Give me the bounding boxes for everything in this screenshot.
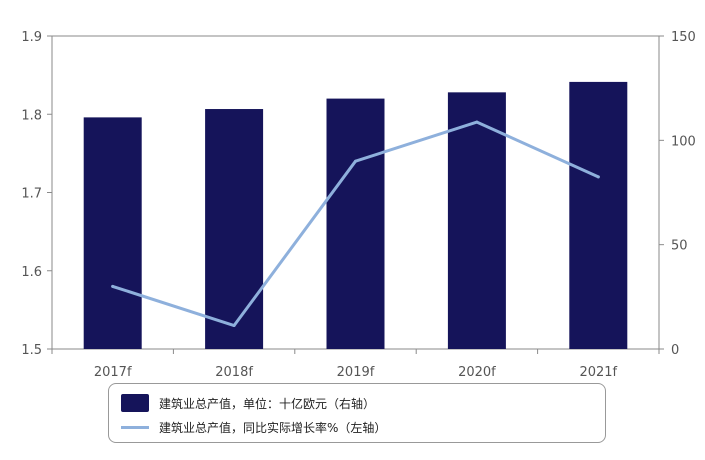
legend-line-swatch bbox=[121, 425, 149, 429]
x-tick-label-2019f: 2019f bbox=[337, 365, 375, 380]
bar-2021f bbox=[569, 81, 628, 349]
right-tick-label: 50 bbox=[671, 239, 688, 254]
legend-item-bar-series: 建筑业总产值，单位：十亿欧元（右轴） bbox=[121, 392, 375, 414]
right-tick-label: 0 bbox=[671, 343, 679, 358]
legend-label-line-series: 建筑业总产值，同比实际增长率%（左轴） bbox=[159, 420, 387, 435]
growth-point-2021f bbox=[596, 175, 600, 179]
left-tick-label: 1.7 bbox=[21, 187, 42, 202]
right-tick-label: 150 bbox=[671, 30, 696, 45]
bar-2017f bbox=[83, 117, 142, 349]
x-tick-label-2017f: 2017f bbox=[94, 365, 132, 380]
legend-bar-swatch bbox=[121, 394, 149, 412]
bar-2018f bbox=[205, 109, 264, 350]
growth-point-2018f bbox=[232, 324, 236, 328]
legend-item-line-series: 建筑业总产值，同比实际增长率%（左轴） bbox=[121, 416, 386, 438]
left-tick-label: 1.8 bbox=[21, 108, 42, 123]
bar-2019f bbox=[326, 98, 385, 349]
growth-point-2019f bbox=[354, 159, 357, 163]
left-tick-label: 1.9 bbox=[21, 30, 42, 45]
legend-label-bar-series: 建筑业总产值，单位：十亿欧元（右轴） bbox=[159, 396, 376, 411]
x-tick-label-2018f: 2018f bbox=[215, 365, 253, 380]
x-tick-label-2021f: 2021f bbox=[579, 365, 617, 380]
growth-point-2017f bbox=[111, 284, 115, 288]
x-tick-label-2020f: 2020f bbox=[458, 365, 496, 380]
left-tick-label: 1.5 bbox=[21, 343, 42, 358]
left-tick-label: 1.6 bbox=[21, 265, 42, 280]
bar-2020f bbox=[447, 92, 506, 349]
legend: 建筑业总产值，单位：十亿欧元（右轴） 建筑业总产值，同比实际增长率%（左轴） bbox=[108, 383, 606, 443]
right-tick-label: 100 bbox=[671, 134, 696, 149]
growth-point-2020f bbox=[475, 120, 479, 124]
